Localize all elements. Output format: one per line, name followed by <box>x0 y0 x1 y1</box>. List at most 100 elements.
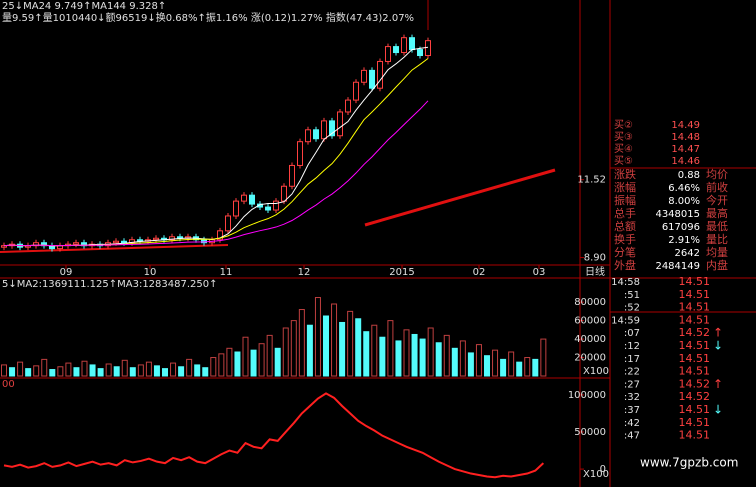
volume-bar <box>443 334 450 377</box>
order-price: 14.47 <box>671 144 700 155</box>
volume-bar <box>532 358 539 377</box>
trade-price: 14.51 <box>679 365 711 378</box>
trade-time: :42 <box>624 418 640 429</box>
volume-bar <box>387 320 394 377</box>
candle <box>321 120 327 140</box>
stat-value: 2.91% <box>668 235 700 246</box>
volume-bar <box>403 329 410 377</box>
volume-bar <box>250 349 257 377</box>
stat-value: 617096 <box>662 222 700 233</box>
date-label: 12 <box>298 267 311 278</box>
order-label: 买⑤ <box>614 155 633 167</box>
candle <box>153 237 159 241</box>
candle <box>417 49 423 57</box>
volume-bar <box>395 340 402 377</box>
date-label: 10 <box>144 267 157 278</box>
trade-price: 14.52 <box>679 390 711 403</box>
volume-bar <box>202 367 209 377</box>
indicator-line <box>3 392 545 479</box>
indicator-legend: 00 <box>2 379 15 390</box>
volume-bar <box>339 321 346 377</box>
volume-bar <box>492 349 499 377</box>
candle <box>121 240 127 244</box>
stat-right: 最高 <box>706 206 728 220</box>
volume-bar <box>1 364 7 377</box>
candle <box>257 203 263 208</box>
volume-bar <box>186 358 193 377</box>
volume-bar <box>266 334 273 377</box>
trade-arrow: ↓ <box>713 403 723 417</box>
overlay-line <box>364 168 556 227</box>
volume-bar <box>306 324 313 377</box>
trade-time: :47 <box>624 431 640 442</box>
stat-value: 0.88 <box>678 170 700 181</box>
trade-time: :07 <box>624 328 640 339</box>
trade-time: :22 <box>624 367 640 378</box>
volume-bar <box>49 369 56 377</box>
stat-value: 8.00% <box>668 196 700 207</box>
candle <box>273 200 279 211</box>
volume-bar <box>475 344 482 377</box>
volume-bar <box>170 362 177 377</box>
volume-bar <box>218 353 225 377</box>
unit-label: X100 <box>583 366 609 377</box>
candle <box>73 242 79 245</box>
watermark: www.7gpzb.com <box>640 456 738 470</box>
stat-name: 外盘 <box>614 258 636 272</box>
stat-name: 总手 <box>614 206 636 220</box>
info-line: 量9.59↑量1010440↓额96519↓换0.68%↑振1.16% 涨(0.… <box>2 11 414 24</box>
y-tick-label: 100000 <box>568 390 606 401</box>
candle <box>345 99 351 113</box>
volume-bar <box>162 368 168 377</box>
stat-name: 振幅 <box>614 193 636 207</box>
trade-price: 14.51 <box>679 339 711 352</box>
trade-time: :27 <box>624 379 640 390</box>
stat-right: 量比 <box>706 233 728 246</box>
volume-bar <box>210 357 217 377</box>
trade-arrow: ↓ <box>713 339 723 353</box>
trade-time: :51 <box>624 290 640 301</box>
volume-bar <box>298 309 305 377</box>
volume-bar <box>282 327 289 377</box>
candle <box>425 40 431 57</box>
stat-right: 今开 <box>706 193 728 207</box>
volume-bar <box>508 351 515 377</box>
volume-bar <box>129 367 136 377</box>
y-tick-label: 0 <box>600 464 606 475</box>
volume-bar <box>234 351 241 377</box>
y-tick-label: 40000 <box>574 334 606 345</box>
moving-average <box>3 100 429 247</box>
candle <box>377 60 383 89</box>
candle <box>289 164 295 187</box>
volume-bar <box>145 361 152 377</box>
trade-price: 14.51 <box>679 275 711 288</box>
volume-bar <box>314 297 321 377</box>
order-price: 14.46 <box>671 156 700 167</box>
period-label: 日线 <box>585 265 605 278</box>
stat-value: 2484149 <box>655 261 700 272</box>
volume-bar <box>81 360 88 377</box>
order-label: 买③ <box>614 131 633 143</box>
trade-time: :52 <box>624 303 640 314</box>
trade-price: 14.51 <box>679 288 711 301</box>
candle <box>281 185 287 202</box>
candle <box>225 215 231 232</box>
volume-bar <box>153 365 160 377</box>
stat-right: 前收 <box>706 180 728 194</box>
volume-bar <box>524 357 531 377</box>
stat-name: 换手 <box>614 232 636 246</box>
candle <box>113 240 119 244</box>
volume-bar <box>323 315 329 377</box>
stat-right: 均量 <box>706 246 728 259</box>
y-tick-label: 20000 <box>574 353 606 364</box>
stat-value: 6.46% <box>668 183 700 194</box>
volume-bar <box>371 324 378 377</box>
volume-bar <box>274 347 281 377</box>
candle <box>409 37 415 51</box>
candle <box>33 242 39 247</box>
trade-price: 14.51 <box>679 313 711 326</box>
volume-bar <box>65 362 72 377</box>
trade-arrow: ↑ <box>713 326 723 340</box>
trade-time: :32 <box>624 392 640 403</box>
